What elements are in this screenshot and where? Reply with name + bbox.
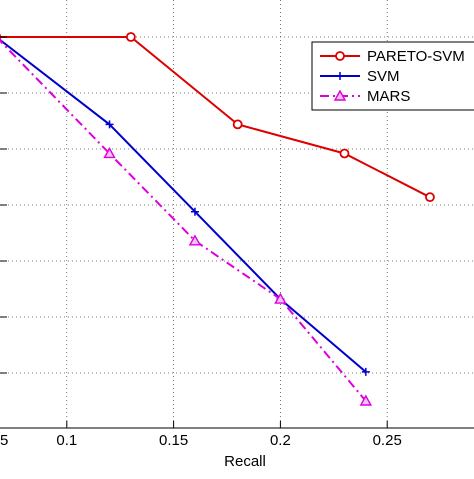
x-tick-label: 0.25 — [373, 432, 402, 449]
series-0-point — [340, 149, 348, 157]
series-line-2 — [0, 37, 366, 401]
series-0-point — [426, 193, 434, 201]
x-tick-label: 0.1 — [56, 432, 77, 449]
legend-label-0: PARETO-SVM — [367, 48, 465, 65]
legend-label-1: SVM — [367, 68, 400, 85]
series-0-point — [234, 120, 242, 128]
x-tick-label: 0.2 — [270, 432, 291, 449]
series-0-point — [127, 33, 135, 41]
x-axis-label: Recall — [224, 453, 266, 470]
x-tick-label: 0.15 — [159, 432, 188, 449]
legend-marker-0 — [336, 52, 344, 60]
legend-label-2: MARS — [367, 88, 410, 105]
x-tick-label: 5 — [0, 432, 8, 449]
series-line-1 — [0, 37, 366, 372]
